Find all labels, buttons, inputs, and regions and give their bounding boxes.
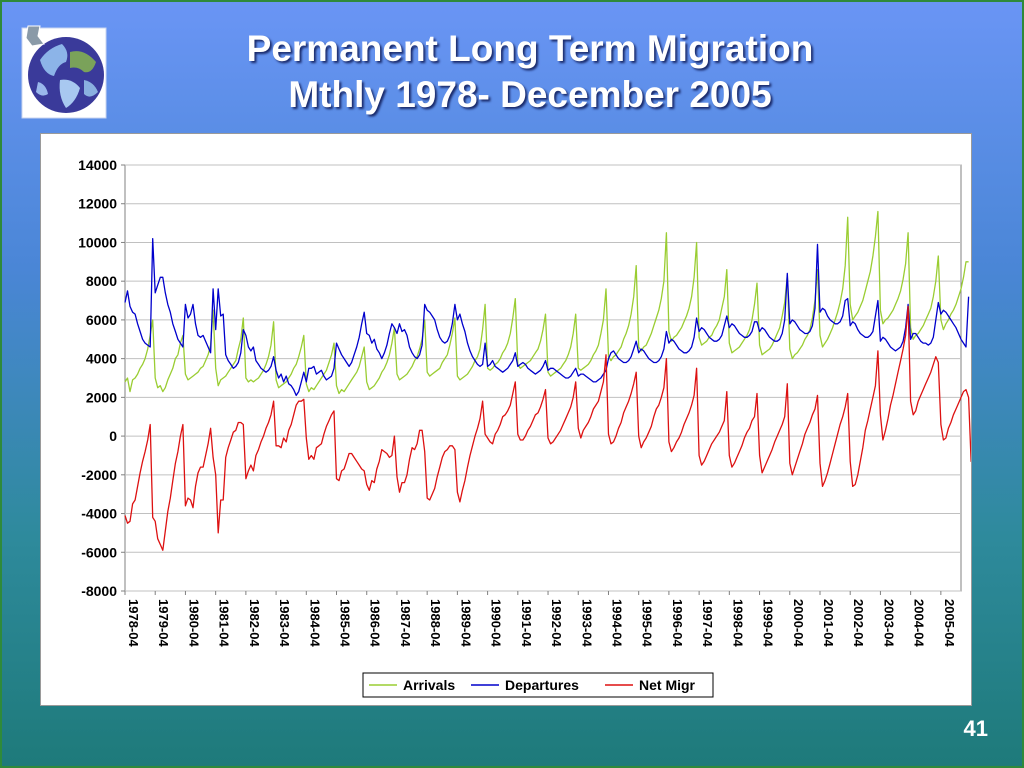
legend-box: [362, 672, 714, 698]
x-tick-label: 1991-04: [519, 599, 534, 647]
x-tick-label: 1978-04: [126, 599, 141, 647]
title-line-2: Mthly 1978- December 2005: [288, 74, 772, 115]
x-tick-label: 1986-04: [368, 599, 383, 647]
y-tick-label: -8000: [81, 583, 117, 599]
y-tick-label: -2000: [81, 467, 117, 483]
x-tick-label: 1980-04: [186, 599, 201, 647]
globe-logo-icon: [18, 22, 108, 120]
x-tick-label: 1990-04: [489, 599, 504, 647]
series-line-net-migr: [124, 305, 971, 551]
x-tick-label: 1985-04: [338, 599, 353, 647]
x-tick-label: 1994-04: [609, 599, 624, 647]
x-tick-label: 2001-04: [821, 599, 836, 647]
x-tick-label: 1998-04: [730, 599, 745, 647]
y-tick-label: 14000: [78, 157, 117, 173]
x-tick-label: 2003-04: [881, 599, 896, 647]
chart-panel: 14000 12000 10000 8000 6000 4000 2000 0 -2000 -40…: [40, 133, 972, 706]
page-number: 41: [963, 716, 988, 741]
series-line-arrivals: [124, 210, 969, 395]
plot-area: [124, 164, 962, 592]
legend-label-departures: Departures: [505, 677, 579, 693]
y-tick-label: 10000: [78, 234, 117, 250]
legend-label-net-migr: Net Migr: [639, 677, 696, 693]
x-tick-label: 2000-04: [791, 599, 806, 647]
x-tick-label: 1981-04: [217, 599, 232, 647]
y-tick-label: -4000: [81, 506, 117, 522]
y-tick-label: 4000: [86, 351, 117, 367]
x-tick-label: 1999-04: [761, 599, 776, 647]
x-tick-label: 2004-04: [912, 599, 927, 647]
series-line-departures: [124, 237, 970, 397]
x-tick-label: 1987-04: [398, 599, 413, 647]
x-tick-label: 1982-04: [247, 599, 262, 647]
y-tick-label: 0: [109, 428, 117, 444]
x-tick-label: 1995-04: [640, 599, 655, 647]
y-tick-label: -6000: [81, 544, 117, 560]
slide-title: Permanent Long Term Migration Mthly 1978…: [130, 26, 930, 118]
y-tick-label: 6000: [86, 312, 117, 328]
x-tick-label: 1984-04: [307, 599, 322, 647]
x-tick-label: 1997-04: [700, 599, 715, 647]
x-tick-label: 1989-04: [458, 599, 473, 647]
y-tick-label: 2000: [86, 389, 117, 405]
x-tick-label: 1983-04: [277, 599, 292, 647]
x-tick-label: 1979-04: [156, 599, 171, 647]
x-tick-label: 1996-04: [670, 599, 685, 647]
migration-line-chart: 14000 12000 10000 8000 6000 4000 2000 0 -2000 -40…: [78, 157, 971, 698]
x-tick-label: 1993-04: [579, 599, 594, 647]
y-tick-label: 8000: [86, 273, 117, 289]
x-tick-label: 2002-04: [851, 599, 866, 647]
x-tick-label: 2005-04: [942, 599, 957, 647]
title-line-1: Permanent Long Term Migration: [246, 28, 814, 69]
y-tick-label: 12000: [78, 196, 117, 212]
legend-label-arrivals: Arrivals: [403, 677, 455, 693]
x-tick-label: 1992-04: [549, 599, 564, 647]
x-tick-label: 1988-04: [428, 599, 443, 647]
